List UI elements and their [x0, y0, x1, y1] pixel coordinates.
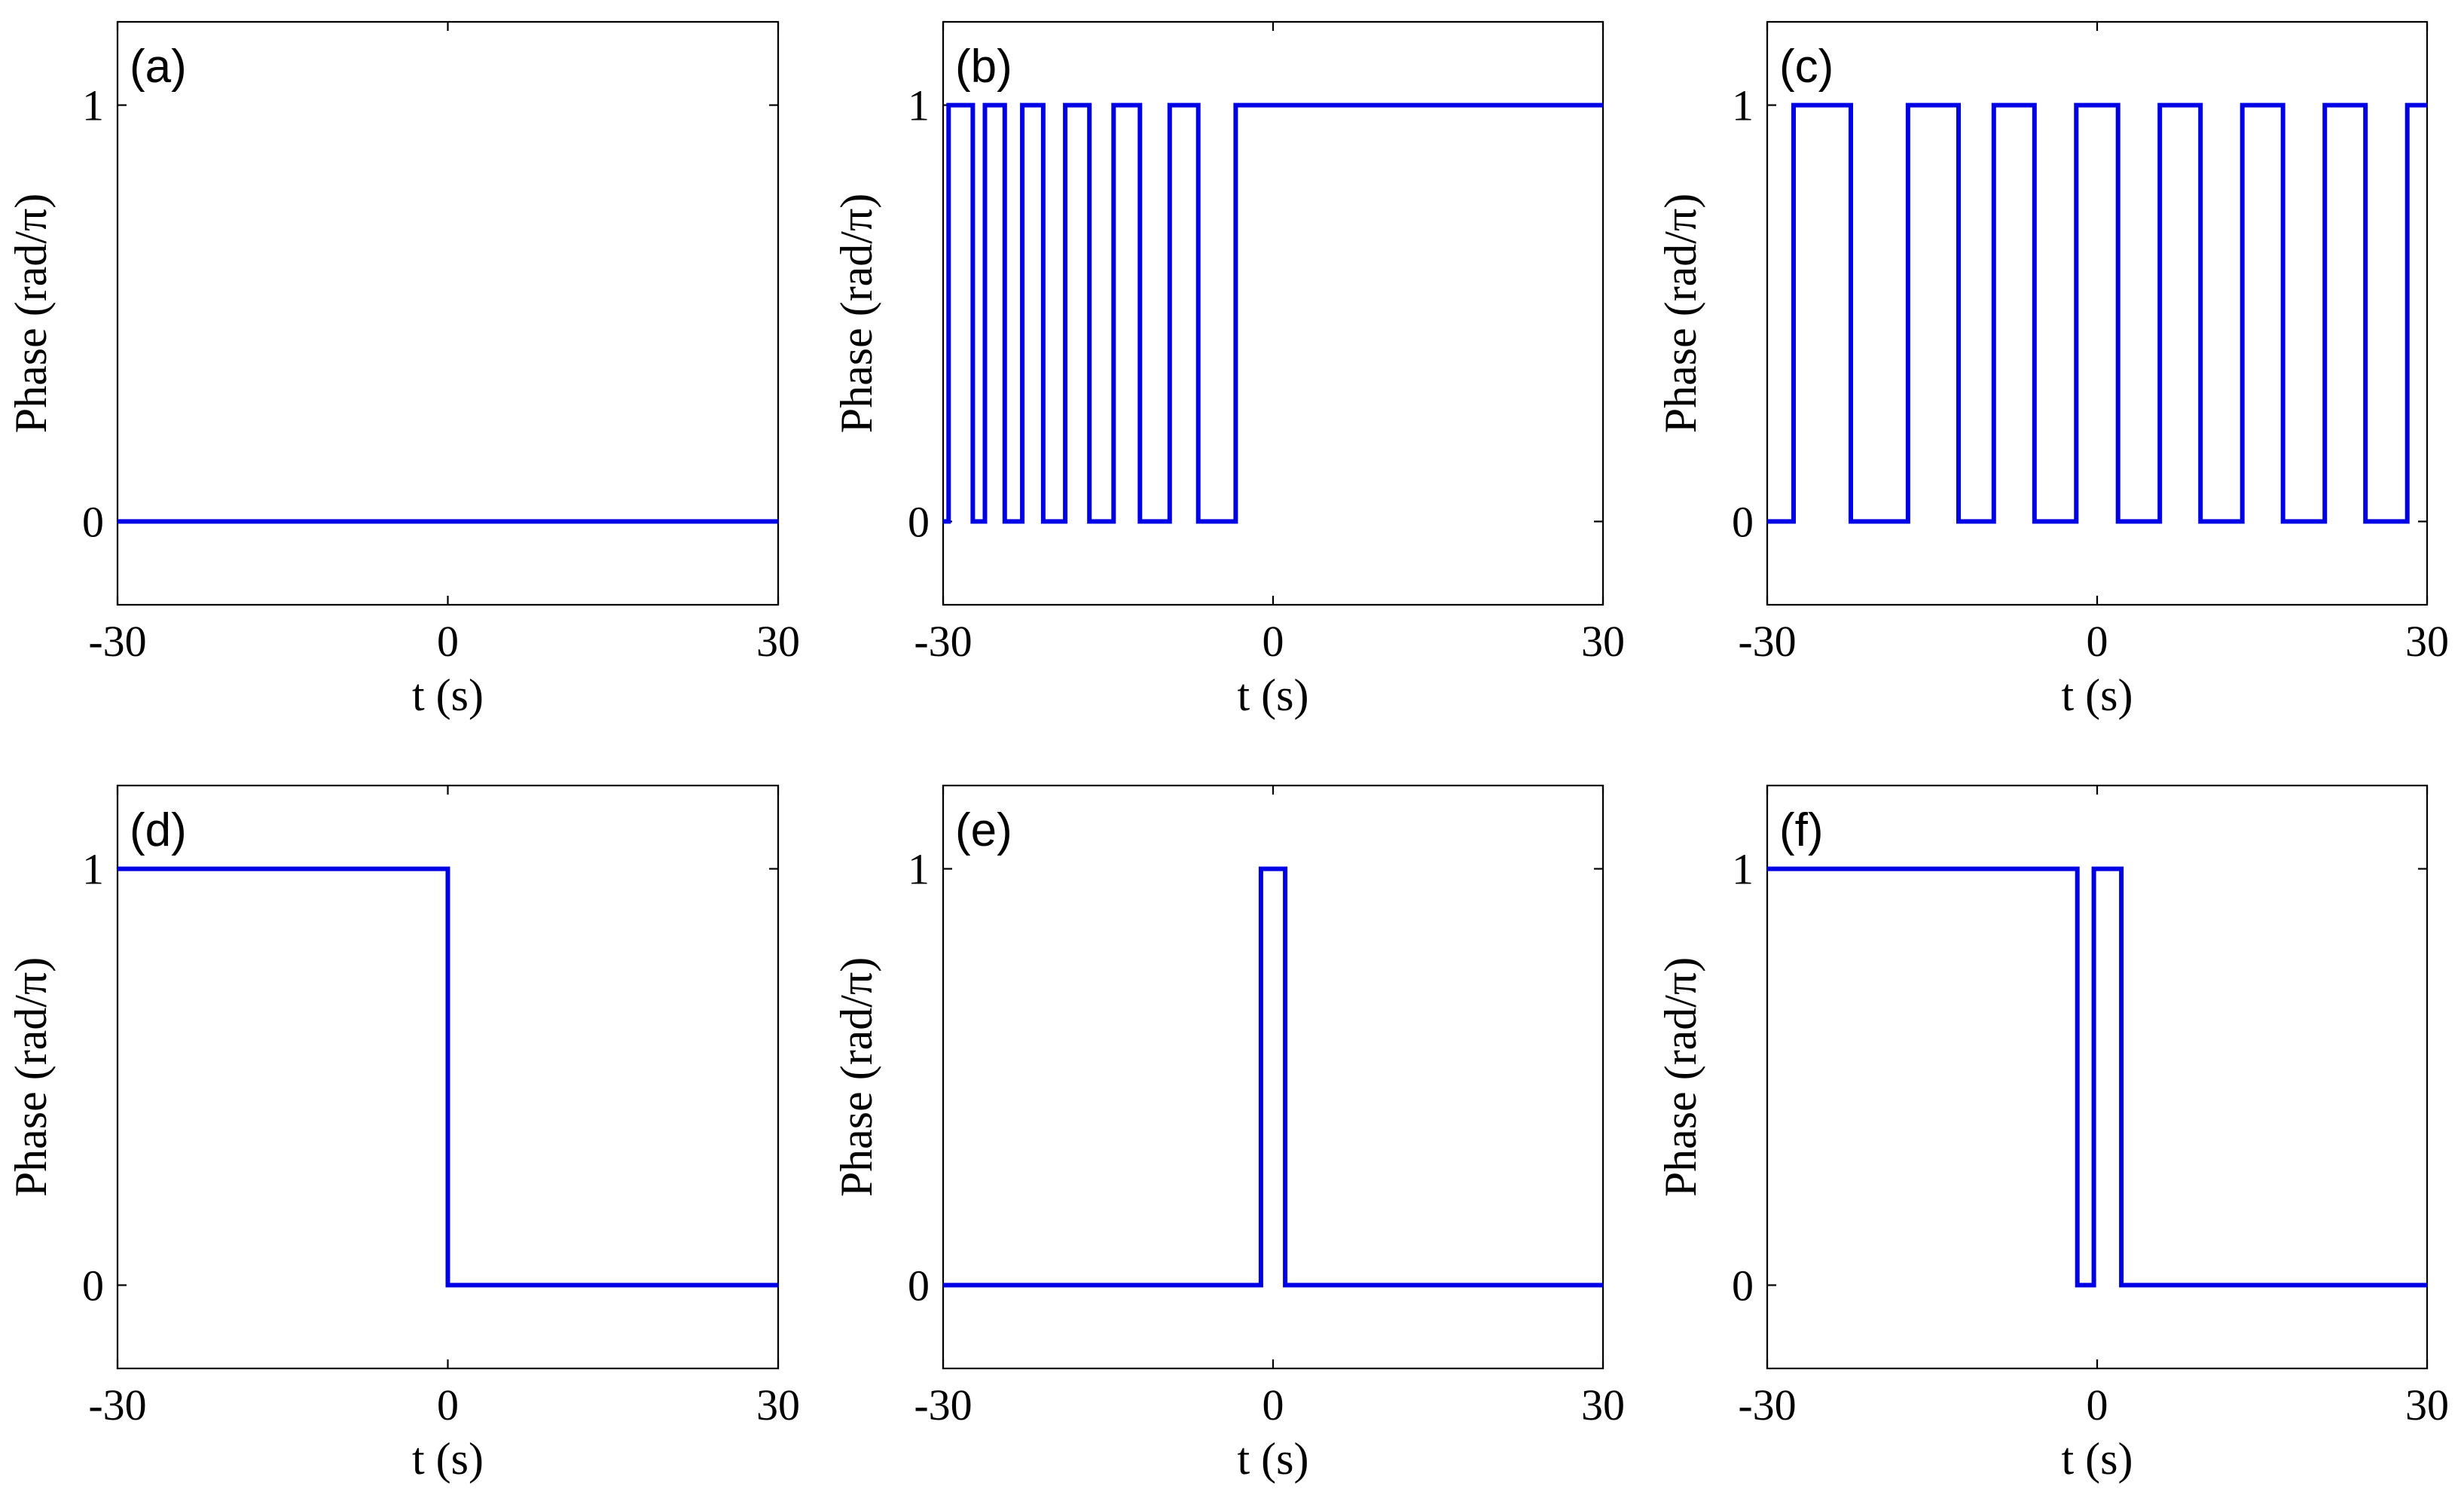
plot-frame [1766, 784, 2429, 1370]
x-tick-label: 0 [437, 617, 459, 666]
y-tick-label: 0 [82, 497, 104, 546]
y-axis-label: Phase (rad/π) [832, 957, 881, 1197]
chart-panel: -30 0 30 0 1 t (s) Phase (rad/π) (d) [6, 784, 800, 1484]
x-tick-label: 30 [1581, 617, 1625, 666]
panel-label: (f) [1779, 804, 1824, 856]
panel-label: (a) [130, 41, 187, 93]
y-tick-label: 1 [82, 81, 104, 130]
panel-label: (e) [955, 804, 1012, 856]
y-tick-label: 1 [1732, 845, 1754, 894]
x-axis-label: t (s) [2062, 670, 2133, 720]
phase-series-line [118, 866, 778, 1288]
x-tick-label: -30 [914, 617, 972, 666]
plot-frame [942, 784, 1605, 1370]
panel-label: (b) [955, 41, 1012, 93]
x-tick-label: 30 [2405, 617, 2449, 666]
y-tick-label: 0 [908, 1261, 930, 1310]
x-axis-label: t (s) [412, 670, 484, 720]
x-tick-label: 30 [756, 1380, 800, 1429]
plot-frame [116, 20, 780, 606]
x-tick-label: 0 [1263, 1380, 1284, 1429]
y-tick-label: 0 [1732, 497, 1754, 546]
y-tick-label: 1 [1732, 81, 1754, 130]
x-tick-label: -30 [1738, 1380, 1796, 1429]
x-axis-label: t (s) [1238, 1434, 1309, 1484]
chart-panel: -30 0 30 0 1 t (s) Phase (rad/π) (c) [1656, 20, 2449, 720]
panel-label: (c) [1779, 41, 1833, 93]
x-tick-label: 0 [2087, 1380, 2108, 1429]
y-axis-label: Phase (rad/π) [6, 957, 56, 1197]
x-axis-label: t (s) [412, 1434, 484, 1484]
x-tick-label: 30 [1581, 1380, 1625, 1429]
y-tick-label: 0 [908, 497, 930, 546]
y-axis-label: Phase (rad/π) [1656, 194, 1705, 434]
y-axis-label: Phase (rad/π) [6, 194, 56, 434]
y-tick-label: 1 [82, 845, 104, 894]
phase-series-line [943, 866, 1603, 1288]
y-axis-label: Phase (rad/π) [832, 194, 881, 434]
y-tick-label: 0 [1732, 1261, 1754, 1310]
chart-panel: -30 0 30 0 1 t (s) Phase (rad/π) (f) [1656, 784, 2449, 1484]
phase-series-line [1767, 102, 2427, 524]
plot-frame [1766, 20, 2429, 606]
chart-panel: -30 0 30 0 1 t (s) Phase (rad/π) (e) [832, 784, 1625, 1484]
x-axis-label: t (s) [2062, 1434, 2133, 1484]
chart-panel: -30 0 30 0 1 t (s) Phase (rad/π) (b) [832, 20, 1625, 720]
y-axis-label: Phase (rad/π) [1656, 957, 1705, 1197]
x-tick-label: -30 [914, 1380, 972, 1429]
x-tick-label: 0 [1263, 617, 1284, 666]
x-tick-label: -30 [88, 617, 146, 666]
y-tick-label: 1 [908, 81, 930, 130]
panel-label: (d) [130, 804, 187, 856]
x-tick-label: 0 [437, 1380, 459, 1429]
x-axis-label: t (s) [1238, 670, 1309, 720]
x-tick-label: -30 [1738, 617, 1796, 666]
chart-panel: -30 0 30 0 1 t (s) Phase (rad/π) (a) [6, 20, 800, 720]
phase-series-line [1767, 866, 2427, 1288]
y-tick-label: 0 [82, 1261, 104, 1310]
phase-series-line [943, 102, 1603, 524]
x-tick-label: 30 [2405, 1380, 2449, 1429]
x-tick-label: 0 [2087, 617, 2108, 666]
x-tick-label: 30 [756, 617, 800, 666]
y-tick-label: 1 [908, 845, 930, 894]
x-tick-label: -30 [88, 1380, 146, 1429]
